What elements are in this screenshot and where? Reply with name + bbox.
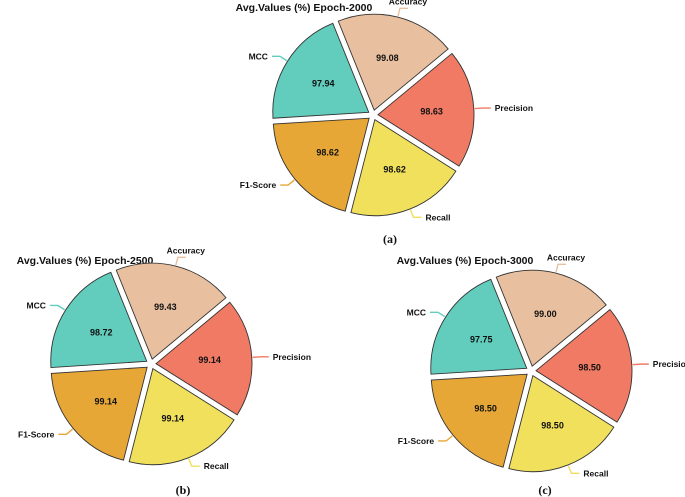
slice-accuracy (495, 269, 607, 367)
leader-line-accuracy (175, 256, 186, 266)
slice-mcc (272, 22, 370, 119)
labels-b: 99.43 Accuracy 99.14 Precision 99.14 Recall 99… (18, 245, 311, 471)
slice-f1-score (272, 117, 370, 212)
value-label-accuracy: 99.08 (376, 53, 399, 63)
slices-b (50, 262, 253, 466)
slice-precision (155, 301, 253, 416)
value-label-precision: 98.63 (420, 106, 443, 116)
value-label-mcc: 97.94 (312, 79, 335, 89)
value-label-recall: 99.14 (162, 414, 185, 424)
value-label-recall: 98.50 (541, 421, 564, 431)
slice-mcc (430, 278, 528, 375)
slice-precision (535, 308, 633, 423)
leader-line-f1-score (58, 428, 73, 435)
slice-recall (350, 118, 457, 217)
category-label-mcc: MCC (27, 300, 46, 310)
category-label-accuracy: Accuracy (389, 0, 428, 6)
slices-a (272, 13, 475, 217)
chart-title-a: Avg.Values (%) Epoch-2000 (236, 2, 373, 14)
leader-line-recall (567, 465, 580, 475)
value-label-recall: 98.62 (383, 165, 406, 175)
slice-precision (377, 52, 475, 167)
slice-f1-score (50, 366, 148, 461)
chart-title-b: Avg.Values (%) Epoch-2500 (17, 255, 154, 267)
slices-c (430, 269, 633, 473)
value-label-f1-score: 98.50 (474, 403, 497, 413)
pie-chart-a: Avg.Values (%) Epoch-2000 99.08Accuracy9… (236, 0, 533, 246)
value-label-accuracy: 99.43 (154, 302, 177, 312)
category-label-precision: Precision (273, 352, 311, 362)
panel-label-a: (a) (383, 232, 397, 246)
leader-line-recall (409, 209, 422, 218)
category-label-recall: Recall (583, 468, 608, 478)
category-label-mcc: MCC (249, 51, 268, 61)
panel-label-c: (c) (538, 483, 551, 497)
leader-line-recall (188, 458, 200, 467)
value-label-precision: 98.50 (578, 362, 601, 372)
panel-label-b: (b) (176, 483, 191, 497)
leader-line-accuracy (397, 7, 408, 17)
leader-line-f1-score (438, 435, 453, 442)
slice-recall (128, 367, 235, 466)
category-label-mcc: MCC (407, 307, 426, 317)
category-label-precision: Precision (495, 103, 533, 113)
value-label-precision: 99.14 (198, 355, 221, 365)
leader-line-precision (474, 107, 491, 110)
labels-c: 99.00 Accuracy 98.50 Precision 98.50 Recall 98… (398, 252, 685, 478)
slice-accuracy (337, 13, 449, 111)
pie-chart-b: Avg.Values (%) Epoch-2500 99.43Accuracy9… (17, 245, 311, 497)
category-label-accuracy: Accuracy (547, 252, 586, 262)
chart-title-c: Avg.Values (%) Epoch-3000 (397, 255, 534, 267)
value-label-accuracy: 99.00 (534, 309, 557, 319)
slice-accuracy (115, 262, 227, 360)
category-label-recall: Recall (204, 461, 229, 471)
category-label-f1-score: F1-Score (398, 436, 435, 446)
category-label-accuracy: Accuracy (167, 245, 206, 255)
leader-line-accuracy (555, 263, 566, 273)
leader-line-mcc (429, 311, 446, 318)
labels-a: 99.08 Accuracy 98.63 Precision 98.62 Recall 98… (240, 0, 533, 222)
value-label-mcc: 97.75 (470, 335, 493, 345)
leader-line-mcc (271, 55, 288, 62)
value-label-f1-score: 99.14 (95, 397, 118, 407)
category-label-recall: Recall (425, 212, 450, 222)
slice-mcc (50, 271, 148, 369)
category-label-f1-score: F1-Score (18, 429, 55, 439)
slice-recall (508, 374, 615, 473)
value-label-f1-score: 98.62 (316, 147, 339, 157)
pie-chart-c: Avg.Values (%) Epoch-3000 99.00Accuracy9… (397, 252, 685, 497)
leader-line-precision (252, 356, 269, 359)
leader-line-mcc (49, 304, 66, 311)
category-label-f1-score: F1-Score (240, 180, 277, 190)
slice-f1-score (430, 373, 528, 468)
category-label-precision: Precision (653, 359, 685, 369)
leader-line-f1-score (280, 179, 295, 186)
value-label-mcc: 98.72 (90, 328, 113, 338)
